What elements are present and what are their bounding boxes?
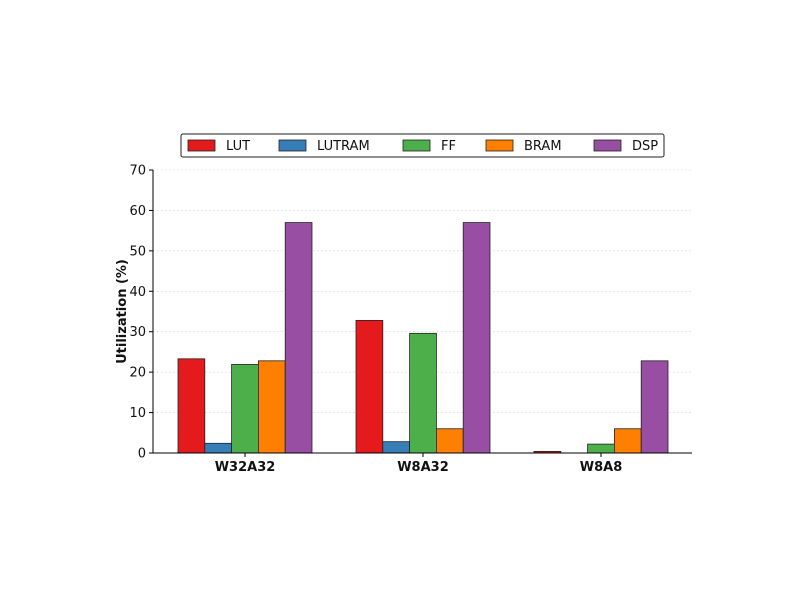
y-tick-label: 40 bbox=[129, 285, 146, 300]
y-tick-label: 10 bbox=[129, 406, 146, 421]
y-tick-label: 30 bbox=[129, 325, 146, 340]
x-axis-categories: W32A32 W8A32 W8A8 bbox=[215, 453, 623, 475]
y-tick-label: 60 bbox=[129, 204, 146, 219]
y-tick-label: 50 bbox=[129, 244, 146, 259]
bar-lutram-w32a32 bbox=[204, 442, 233, 454]
bar-lut-w8a32 bbox=[355, 319, 384, 454]
bar-ff-w8a8 bbox=[587, 443, 615, 454]
legend-swatch-lutram bbox=[278, 139, 307, 152]
legend-label-dsp: DSP bbox=[632, 139, 658, 154]
bars bbox=[177, 222, 669, 454]
y-axis-title: Utilization (%) bbox=[115, 259, 130, 364]
x-category-label: W32A32 bbox=[215, 460, 276, 475]
bar-ff-w32a32 bbox=[231, 364, 259, 454]
bar-bram-w8a8 bbox=[614, 428, 642, 454]
legend-label-bram: BRAM bbox=[524, 139, 562, 154]
y-axis-ticks: 0 10 20 30 40 50 60 70 bbox=[129, 164, 153, 462]
y-tick-label: 70 bbox=[129, 164, 146, 179]
legend-label-ff: FF bbox=[441, 139, 456, 154]
legend-swatch-lut bbox=[187, 139, 216, 152]
bar-bram-w32a32 bbox=[257, 360, 286, 454]
x-category-label: W8A32 bbox=[397, 460, 449, 475]
legend: LUT LUTRAM FF BRAM DSP bbox=[180, 133, 665, 158]
bar-bram-w8a32 bbox=[435, 428, 464, 454]
x-category-label: W8A8 bbox=[580, 460, 623, 475]
bar-lutram-w8a32 bbox=[382, 441, 410, 454]
legend-swatch-bram bbox=[485, 139, 514, 152]
bar-dsp-w8a8 bbox=[640, 360, 669, 454]
legend-swatch-dsp bbox=[593, 139, 622, 152]
y-tick-label: 0 bbox=[138, 447, 146, 462]
legend-label-lut: LUT bbox=[226, 139, 250, 154]
bar-ff-w8a32 bbox=[409, 332, 437, 454]
bar-lut-w32a32 bbox=[177, 358, 206, 454]
y-tick-label: 20 bbox=[129, 366, 146, 381]
bar-dsp-w32a32 bbox=[284, 222, 313, 454]
bar-dsp-w8a32 bbox=[462, 222, 491, 454]
legend-swatch-ff bbox=[402, 139, 431, 152]
legend-label-lutram: LUTRAM bbox=[317, 139, 370, 154]
